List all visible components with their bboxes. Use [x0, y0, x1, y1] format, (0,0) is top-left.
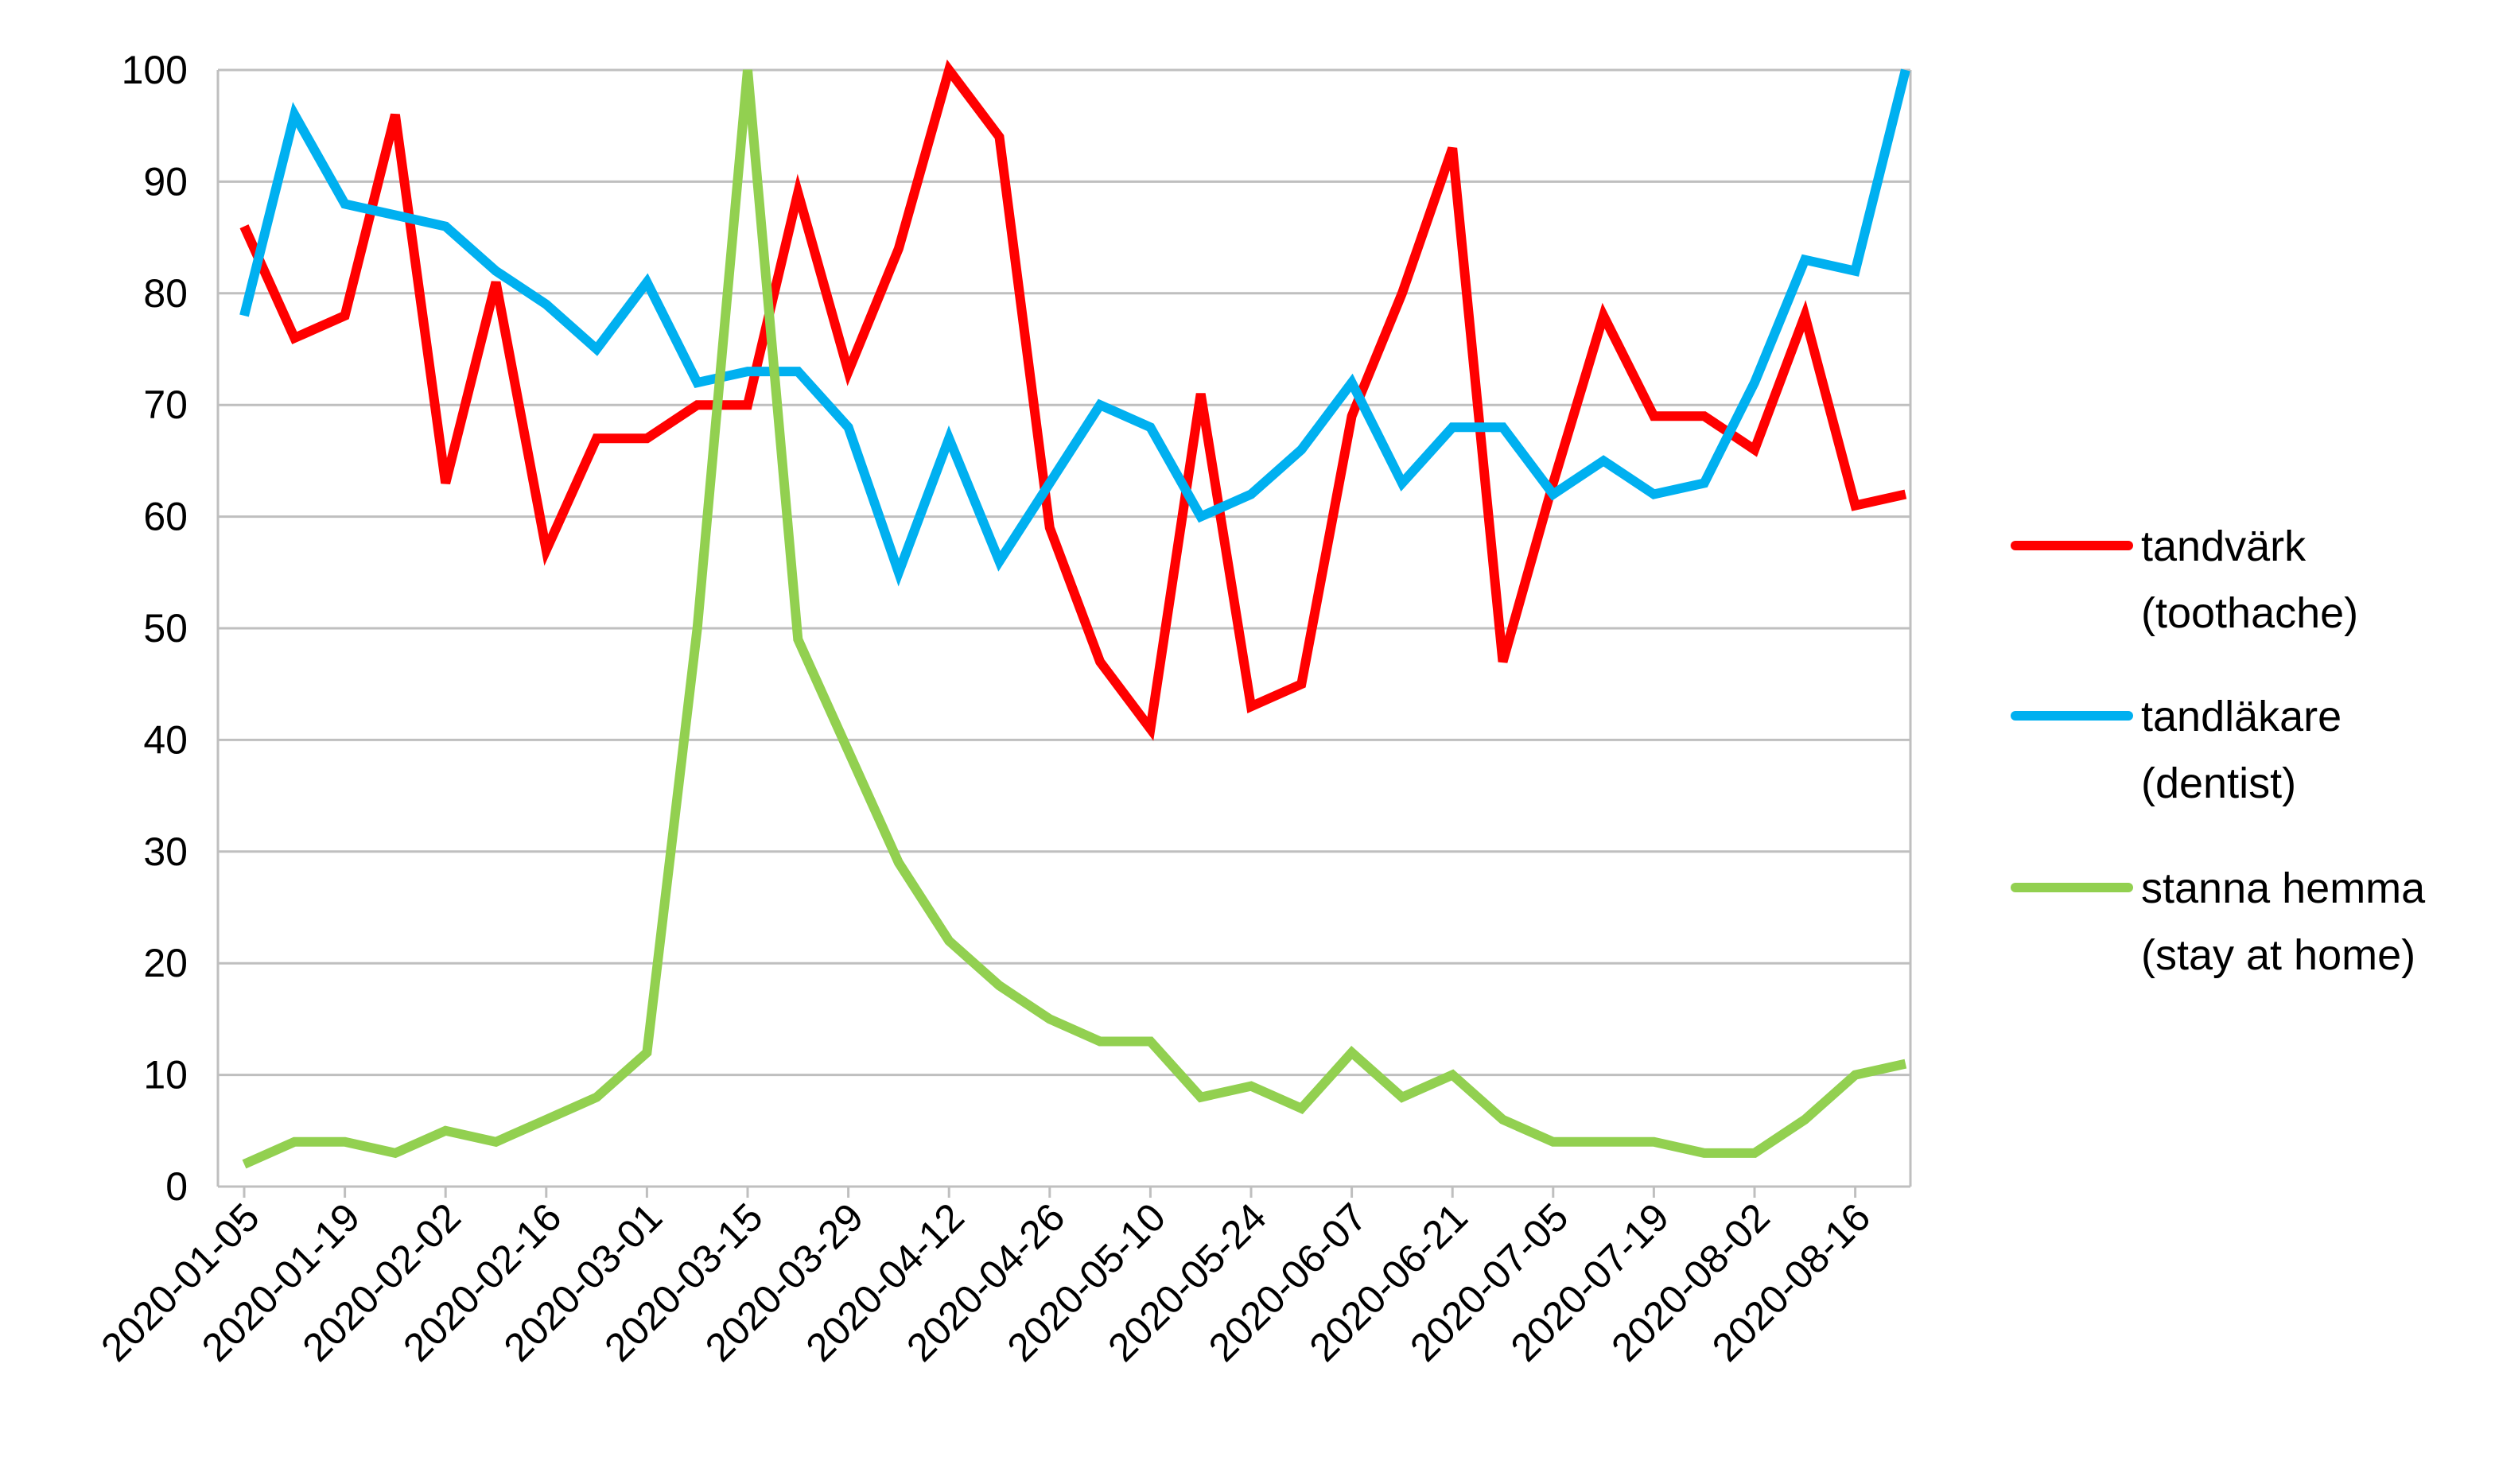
series-line-stanna-hemma	[242, 69, 1907, 1169]
y-tick-label: 70	[143, 383, 188, 427]
legend-label: tandläkare	[2141, 693, 2341, 740]
legend-label-sub: (stay at home)	[2141, 931, 2415, 979]
y-tick-label: 60	[143, 495, 188, 539]
y-tick-label: 30	[143, 829, 188, 874]
y-tick-label: 50	[143, 606, 188, 651]
legend: tandvärk (toothache) tandläkare (dentist) st…	[2011, 523, 2426, 979]
y-axis-tick-labels: 0 10 20 30 40 50 60 70 80 90 100	[122, 48, 188, 1209]
y-tick-label: 0	[165, 1164, 188, 1209]
y-tick-label: 90	[143, 159, 188, 204]
legend-label: tandvärk	[2141, 523, 2307, 570]
y-tick-label: 80	[143, 271, 188, 316]
series-line-tandv-rk	[239, 59, 1907, 741]
legend-label-sub: (dentist)	[2141, 759, 2296, 807]
y-tick-label: 40	[143, 717, 188, 762]
legend-label-sub: (toothache)	[2141, 589, 2358, 637]
series-lines	[239, 59, 1910, 1169]
y-tick-label: 20	[143, 941, 188, 985]
legend-label: stanna hemma	[2141, 864, 2426, 912]
x-axis-tick-labels: 2020-01-052020-01-192020-02-022020-02-16…	[92, 1195, 1879, 1369]
y-tick-label: 10	[143, 1053, 188, 1097]
series-line-tandl-kare	[239, 68, 1910, 587]
gridlines	[216, 68, 1912, 1198]
y-tick-label: 100	[122, 48, 188, 92]
